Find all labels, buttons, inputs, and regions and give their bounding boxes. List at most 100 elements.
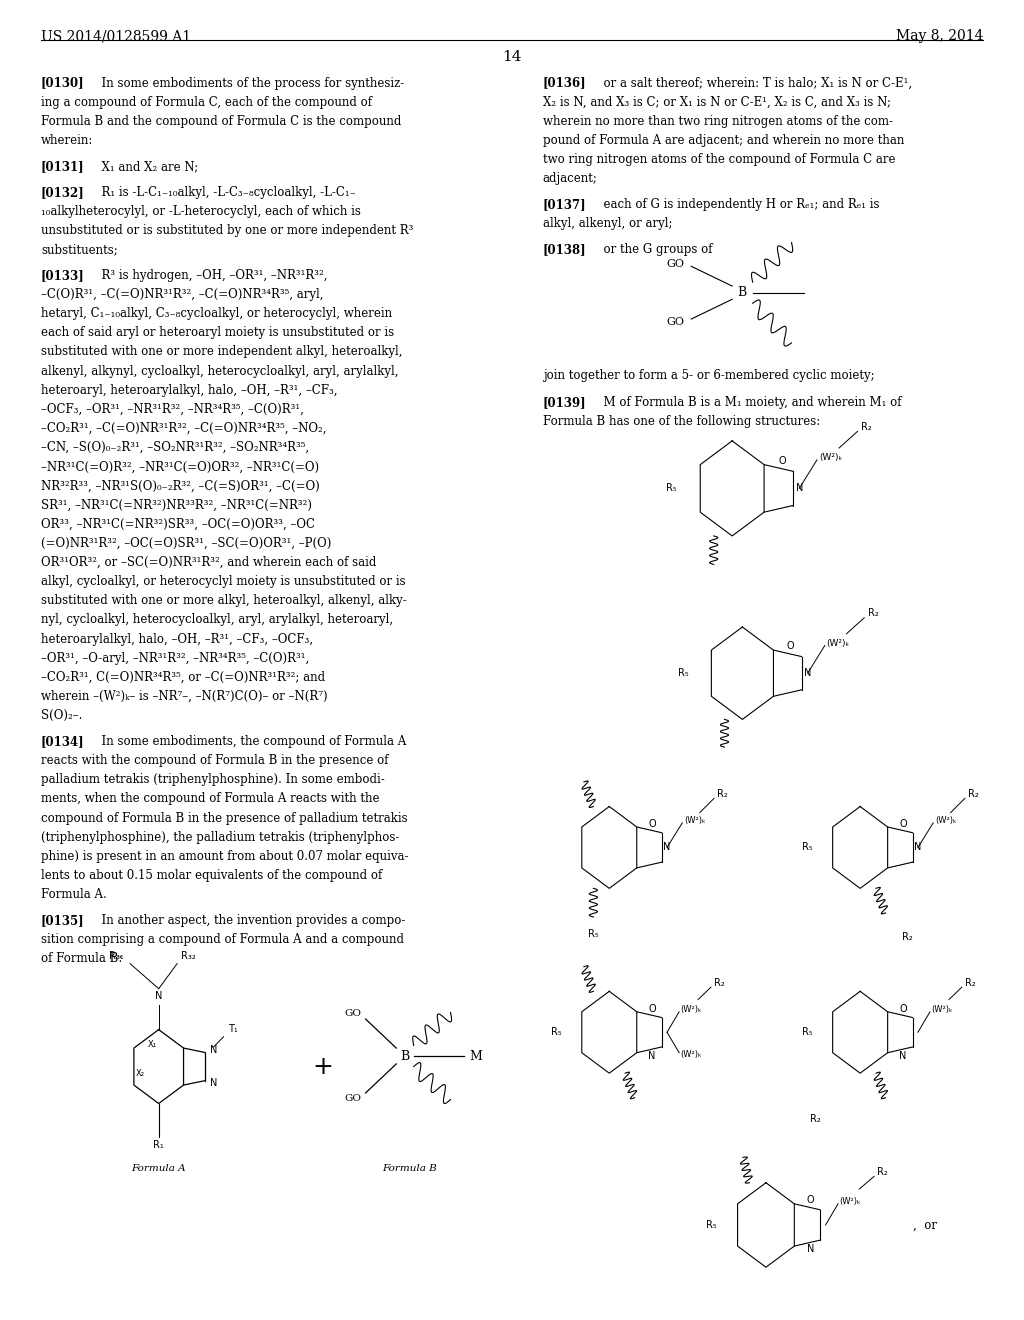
Text: wherein no more than two ring nitrogen atoms of the com-: wherein no more than two ring nitrogen a… <box>543 115 893 128</box>
Text: GO: GO <box>344 1094 361 1102</box>
Text: R₂: R₂ <box>868 609 879 618</box>
Text: R₂: R₂ <box>810 1114 820 1123</box>
Text: R₅: R₅ <box>667 483 677 494</box>
Text: (=O)NR³¹R³², –OC(=O)SR³¹, –SC(=O)OR³¹, –P(O): (=O)NR³¹R³², –OC(=O)SR³¹, –SC(=O)OR³¹, –… <box>41 537 332 550</box>
Text: lents to about 0.15 molar equivalents of the compound of: lents to about 0.15 molar equivalents of… <box>41 869 382 882</box>
Text: substituted with one or more independent alkyl, heteroalkyl,: substituted with one or more independent… <box>41 346 402 359</box>
Text: M: M <box>469 1049 482 1063</box>
Text: R₅: R₅ <box>802 842 813 853</box>
Text: Formula B has one of the following structures:: Formula B has one of the following struc… <box>543 416 820 428</box>
Text: (W²)ₖ: (W²)ₖ <box>681 1006 702 1014</box>
Text: [0135]: [0135] <box>41 913 85 927</box>
Text: N: N <box>804 668 811 678</box>
Text: of Formula B:: of Formula B: <box>41 952 122 965</box>
Text: –CO₂R³¹, C(=O)NR³⁴R³⁵, or –C(=O)NR³¹R³²; and: –CO₂R³¹, C(=O)NR³⁴R³⁵, or –C(=O)NR³¹R³²;… <box>41 671 325 684</box>
Text: N: N <box>210 1045 218 1055</box>
Text: O: O <box>899 1003 907 1014</box>
Text: [0138]: [0138] <box>543 243 587 256</box>
Text: alkyl, cycloalkyl, or heterocyclyl moiety is unsubstituted or is: alkyl, cycloalkyl, or heterocyclyl moiet… <box>41 576 406 589</box>
Text: join together to form a 5- or 6-membered cyclic moiety;: join together to form a 5- or 6-membered… <box>543 370 874 383</box>
Text: reacts with the compound of Formula B in the presence of: reacts with the compound of Formula B in… <box>41 754 388 767</box>
Text: each of G is independently H or Rₑ₁; and Rₑ₁ is: each of G is independently H or Rₑ₁; and… <box>596 198 880 211</box>
Text: [0139]: [0139] <box>543 396 587 409</box>
Text: In some embodiments of the process for synthesiz-: In some embodiments of the process for s… <box>94 77 404 90</box>
Text: Formula A.: Formula A. <box>41 888 106 902</box>
Text: Formula A: Formula A <box>131 1164 186 1172</box>
Text: ments, when the compound of Formula A reacts with the: ments, when the compound of Formula A re… <box>41 792 380 805</box>
Text: May 8, 2014: May 8, 2014 <box>896 29 983 44</box>
Text: R₂: R₂ <box>878 1167 888 1177</box>
Text: hetaryl, C₁₋₁₀alkyl, C₃₋₈cycloalkyl, or heterocyclyl, wherein: hetaryl, C₁₋₁₀alkyl, C₃₋₈cycloalkyl, or … <box>41 308 392 321</box>
Text: US 2014/0128599 A1: US 2014/0128599 A1 <box>41 29 191 44</box>
Text: X₁ and X₂ are N;: X₁ and X₂ are N; <box>94 160 199 173</box>
Text: [0133]: [0133] <box>41 269 85 282</box>
Text: R₃₂: R₃₂ <box>181 950 196 961</box>
Text: +: + <box>312 1055 333 1078</box>
Text: sition comprising a compound of Formula A and a compound: sition comprising a compound of Formula … <box>41 933 403 946</box>
Text: (W²)ₖ: (W²)ₖ <box>684 816 706 825</box>
Text: ing a compound of Formula C, each of the compound of: ing a compound of Formula C, each of the… <box>41 96 372 108</box>
Text: compound of Formula B in the presence of palladium tetrakis: compound of Formula B in the presence of… <box>41 812 408 825</box>
Text: B: B <box>399 1049 410 1063</box>
Text: (W²)ₖ: (W²)ₖ <box>932 1006 953 1014</box>
Text: palladium tetrakis (triphenylphosphine). In some embodi-: palladium tetrakis (triphenylphosphine).… <box>41 774 385 787</box>
Text: S(O)₂–.: S(O)₂–. <box>41 709 82 722</box>
Text: R₅: R₅ <box>678 668 688 678</box>
Text: In some embodiments, the compound of Formula A: In some embodiments, the compound of For… <box>94 735 407 748</box>
Text: alkyl, alkenyl, or aryl;: alkyl, alkenyl, or aryl; <box>543 218 672 230</box>
Text: M of Formula B is a M₁ moiety, and wherein M₁ of: M of Formula B is a M₁ moiety, and where… <box>596 396 901 409</box>
Text: two ring nitrogen atoms of the compound of Formula C are: two ring nitrogen atoms of the compound … <box>543 153 895 166</box>
Text: X₂ is N, and X₃ is C; or X₁ is N or C-E¹, X₂ is C, and X₃ is N;: X₂ is N, and X₃ is C; or X₁ is N or C-E¹… <box>543 96 891 108</box>
Text: N: N <box>914 842 922 853</box>
Text: R₁: R₁ <box>154 1140 164 1151</box>
Text: R₅: R₅ <box>551 1027 561 1038</box>
Text: heteroarylalkyl, halo, –OH, –R³¹, –CF₃, –OCF₃,: heteroarylalkyl, halo, –OH, –R³¹, –CF₃, … <box>41 632 313 645</box>
Text: R₂: R₂ <box>902 932 913 942</box>
Text: –CO₂R³¹, –C(=O)NR³¹R³², –C(=O)NR³⁴R³⁵, –NO₂,: –CO₂R³¹, –C(=O)NR³¹R³², –C(=O)NR³⁴R³⁵, –… <box>41 422 327 436</box>
Text: [0130]: [0130] <box>41 77 85 90</box>
Text: each of said aryl or heteroaryl moiety is unsubstituted or is: each of said aryl or heteroaryl moiety i… <box>41 326 394 339</box>
Text: substituted with one or more alkyl, heteroalkyl, alkenyl, alky-: substituted with one or more alkyl, hete… <box>41 594 407 607</box>
Text: pound of Formula A are adjacent; and wherein no more than: pound of Formula A are adjacent; and whe… <box>543 133 904 147</box>
Text: X₂: X₂ <box>135 1069 144 1078</box>
Text: ₁₀alkylheterocylyl, or -L-heterocyclyl, each of which is: ₁₀alkylheterocylyl, or -L-heterocyclyl, … <box>41 205 360 218</box>
Text: unsubstituted or is substituted by one or more independent R³: unsubstituted or is substituted by one o… <box>41 224 414 236</box>
Text: (W²)ₖ: (W²)ₖ <box>819 453 842 462</box>
Text: –OR³¹, –O-aryl, –NR³¹R³², –NR³⁴R³⁵, –C(O)R³¹,: –OR³¹, –O-aryl, –NR³¹R³², –NR³⁴R³⁵, –C(O… <box>41 652 309 665</box>
Text: N: N <box>664 842 671 853</box>
Text: (W²)ₖ: (W²)ₖ <box>935 816 956 825</box>
Text: adjacent;: adjacent; <box>543 172 598 185</box>
Text: –OCF₃, –OR³¹, –NR³¹R³², –NR³⁴R³⁵, –C(O)R³¹,: –OCF₃, –OR³¹, –NR³¹R³², –NR³⁴R³⁵, –C(O)R… <box>41 403 304 416</box>
Text: R³ is hydrogen, –OH, –OR³¹, –NR³¹R³²,: R³ is hydrogen, –OH, –OR³¹, –NR³¹R³², <box>94 269 328 282</box>
Text: R₅: R₅ <box>588 929 599 940</box>
Text: T₁: T₁ <box>227 1024 238 1034</box>
Text: –C(O)R³¹, –C(=O)NR³¹R³², –C(=O)NR³⁴R³⁵, aryl,: –C(O)R³¹, –C(=O)NR³¹R³², –C(=O)NR³⁴R³⁵, … <box>41 288 324 301</box>
Text: R₂: R₂ <box>714 978 725 989</box>
Text: GO: GO <box>344 1010 361 1018</box>
Text: N: N <box>210 1078 218 1088</box>
Text: (W²)ₖ: (W²)ₖ <box>681 1051 702 1059</box>
Text: [0132]: [0132] <box>41 186 85 198</box>
Text: O: O <box>648 1003 656 1014</box>
Text: [0137]: [0137] <box>543 198 587 211</box>
Text: [0134]: [0134] <box>41 735 85 748</box>
Text: R₁ is -L-C₁₋₁₀alkyl, -L-C₃₋₈cycloalkyl, -L-C₁₋: R₁ is -L-C₁₋₁₀alkyl, -L-C₃₋₈cycloalkyl, … <box>94 186 356 198</box>
Text: N: N <box>899 1051 906 1061</box>
Text: nyl, cycloalkyl, heterocycloalkyl, aryl, arylalkyl, heteroaryl,: nyl, cycloalkyl, heterocycloalkyl, aryl,… <box>41 614 393 627</box>
Text: –NR³¹C(=O)R³², –NR³¹C(=O)OR³², –NR³¹C(=O): –NR³¹C(=O)R³², –NR³¹C(=O)OR³², –NR³¹C(=O… <box>41 461 319 474</box>
Text: O: O <box>806 1196 814 1205</box>
Text: In another aspect, the invention provides a compo-: In another aspect, the invention provide… <box>94 913 406 927</box>
Text: [0131]: [0131] <box>41 160 85 173</box>
Text: SR³¹, –NR³¹C(=NR³²)NR³³R³², –NR³¹C(=NR³²): SR³¹, –NR³¹C(=NR³²)NR³³R³², –NR³¹C(=NR³²… <box>41 499 312 512</box>
Text: or the G groups of: or the G groups of <box>596 243 713 256</box>
Text: O: O <box>787 642 795 651</box>
Text: N: N <box>807 1245 814 1254</box>
Text: (W²)ₖ: (W²)ₖ <box>840 1197 861 1206</box>
Text: R₃₁: R₃₁ <box>110 950 124 961</box>
Text: OR³¹OR³², or –SC(=O)NR³¹R³², and wherein each of said: OR³¹OR³², or –SC(=O)NR³¹R³², and wherein… <box>41 556 377 569</box>
Text: N: N <box>648 1051 655 1061</box>
Text: R₂: R₂ <box>965 978 976 989</box>
Text: ,  or: , or <box>913 1218 937 1232</box>
Text: R₅: R₅ <box>802 1027 813 1038</box>
Text: NR³²R³³, –NR³¹S(O)₀₋₂R³², –C(=S)OR³¹, –C(=O): NR³²R³³, –NR³¹S(O)₀₋₂R³², –C(=S)OR³¹, –C… <box>41 479 319 492</box>
